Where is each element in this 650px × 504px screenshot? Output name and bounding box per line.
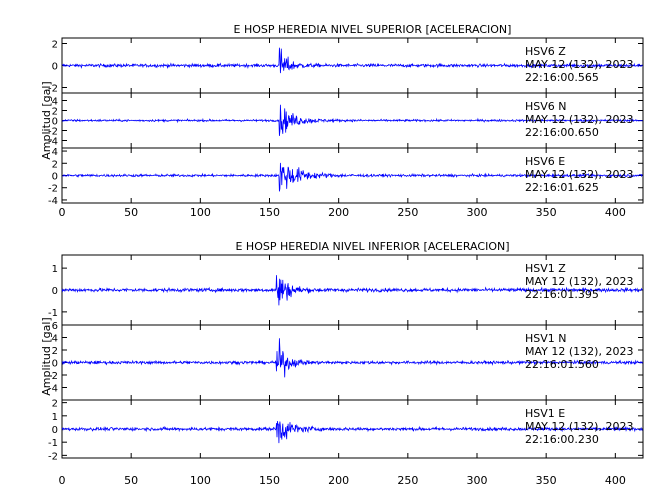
x-tick-label: 250 xyxy=(397,206,418,219)
y-tick-label: 0 xyxy=(52,425,58,436)
y-tick-label: -2 xyxy=(48,371,58,382)
seismic-trace xyxy=(61,420,643,444)
y-tick-label: 1 xyxy=(52,264,58,275)
y-tick-label: 1 xyxy=(52,412,58,423)
x-tick-label: 300 xyxy=(467,474,488,487)
y-axis-label: Amplitud [gal] xyxy=(40,81,53,159)
x-tick-label: 300 xyxy=(467,206,488,219)
seismic-trace xyxy=(61,104,643,136)
station-label: HSV1 Z xyxy=(525,262,566,275)
x-tick-label: 400 xyxy=(605,474,626,487)
record-time: 22:16:01.560 xyxy=(525,358,599,371)
x-tick-label: 0 xyxy=(59,206,66,219)
x-tick-label: 100 xyxy=(190,206,211,219)
y-tick-label: -4 xyxy=(48,196,58,207)
y-tick-label: 2 xyxy=(52,159,58,170)
chart-title: E HOSP HEREDIA NIVEL INFERIOR [ACELERACI… xyxy=(235,240,509,253)
record-time: 22:16:00.650 xyxy=(525,126,599,139)
chart-title: E HOSP HEREDIA NIVEL SUPERIOR [ACELERACI… xyxy=(234,23,512,36)
station-label: HSV6 N xyxy=(525,100,567,113)
x-tick-label: 350 xyxy=(536,474,557,487)
x-tick-label: 200 xyxy=(328,474,349,487)
y-tick-label: 4 xyxy=(52,147,58,158)
y-tick-label: 0 xyxy=(52,286,58,297)
x-tick-label: 200 xyxy=(328,206,349,219)
y-tick-label: 0 xyxy=(52,359,58,370)
y-tick-label: 0 xyxy=(52,172,58,183)
x-tick-label: 350 xyxy=(536,206,557,219)
y-tick-label: 2 xyxy=(52,399,58,410)
x-tick-label: 250 xyxy=(397,474,418,487)
x-tick-label: 50 xyxy=(124,474,138,487)
y-tick-label: -2 xyxy=(48,84,58,95)
x-tick-label: 150 xyxy=(259,206,280,219)
record-time: 22:16:01.625 xyxy=(525,181,599,194)
y-tick-label: -2 xyxy=(48,184,58,195)
record-date: MAY 12 (132), 2023 xyxy=(525,168,633,181)
station-label: HSV6 Z xyxy=(525,45,566,58)
seismic-trace xyxy=(61,275,643,306)
x-tick-label: 150 xyxy=(259,474,280,487)
y-tick-label: 0 xyxy=(52,62,58,73)
record-time: 22:16:00.230 xyxy=(525,433,599,446)
station-label: HSV1 E xyxy=(525,407,565,420)
y-tick-label: -2 xyxy=(48,127,58,138)
y-tick-label: 4 xyxy=(52,334,58,345)
y-tick-label: -1 xyxy=(48,308,58,319)
x-tick-label: 100 xyxy=(190,474,211,487)
x-tick-label: 400 xyxy=(605,206,626,219)
x-tick-label: 0 xyxy=(59,474,66,487)
y-tick-label: 2 xyxy=(52,346,58,357)
y-axis-label: Amplitud [gal] xyxy=(40,317,53,395)
y-tick-label: -2 xyxy=(48,451,58,462)
y-tick-label: -4 xyxy=(48,384,58,395)
record-date: MAY 12 (132), 2023 xyxy=(525,420,633,433)
y-tick-label: -4 xyxy=(48,137,58,148)
seismic-trace xyxy=(61,338,643,378)
record-date: MAY 12 (132), 2023 xyxy=(525,58,633,71)
record-time: 22:16:01.395 xyxy=(525,288,599,301)
y-tick-label: 0 xyxy=(52,117,58,128)
y-tick-label: 2 xyxy=(52,40,58,51)
station-label: HSV1 N xyxy=(525,332,567,345)
x-tick-label: 50 xyxy=(124,206,138,219)
y-tick-label: -1 xyxy=(48,438,58,449)
y-tick-label: 6 xyxy=(52,321,58,332)
record-time: 22:16:00.565 xyxy=(525,71,599,84)
record-date: MAY 12 (132), 2023 xyxy=(525,113,633,126)
record-date: MAY 12 (132), 2023 xyxy=(525,275,633,288)
y-tick-label: 4 xyxy=(52,97,58,108)
y-tick-label: 2 xyxy=(52,107,58,118)
record-date: MAY 12 (132), 2023 xyxy=(525,345,633,358)
seismic-trace xyxy=(61,47,643,74)
seismic-trace xyxy=(62,162,643,192)
station-label: HSV6 E xyxy=(525,155,565,168)
